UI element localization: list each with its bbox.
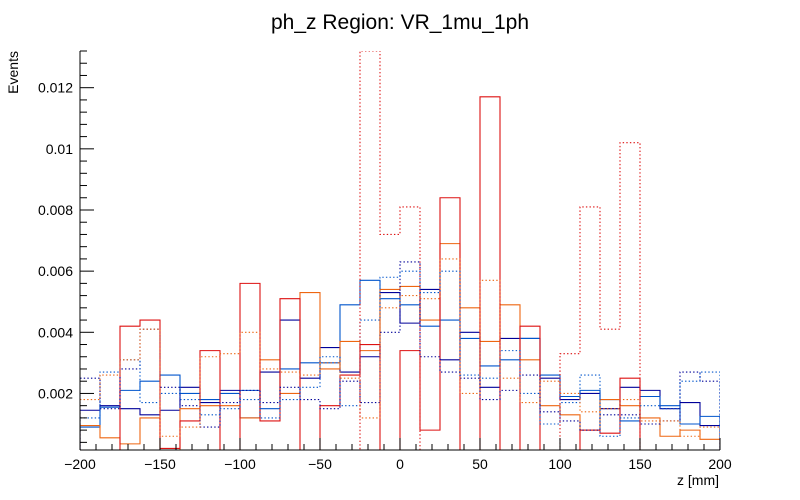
y-tick-label: 0.01 [46, 141, 73, 157]
x-tick-label: −50 [308, 456, 332, 472]
histogram-series-8-dotted [80, 51, 720, 450]
x-tick-label: −200 [64, 456, 96, 472]
x-tick-label: −100 [224, 456, 256, 472]
x-tick-label: 0 [396, 456, 404, 472]
x-tick-label: 50 [472, 456, 488, 472]
x-axis-label: z [mm] [677, 472, 719, 488]
x-tick-label: 150 [628, 456, 652, 472]
x-tick-label: −150 [144, 456, 176, 472]
chart-title: ph_z Region: VR_1mu_1ph [271, 11, 529, 34]
y-axis-label: Events [5, 51, 21, 94]
y-tick-label: 0.006 [38, 263, 73, 279]
y-tick-label: 0.008 [38, 202, 73, 218]
plot-series-group [80, 51, 720, 450]
x-tick-label: 200 [708, 456, 732, 472]
x-ticks-group: −200 −150 −100 −50 0 50 100 150 200 [64, 438, 732, 472]
histogram-series-7-dotted [80, 258, 720, 450]
y-tick-label: 0.012 [38, 80, 73, 96]
y-tick-label: 0.004 [38, 324, 73, 340]
x-tick-label: 100 [548, 456, 572, 472]
y-tick-label: 0.002 [38, 385, 73, 401]
y-ticks-group: 0.002 0.004 0.006 0.008 0.01 0.012 [38, 50, 94, 443]
